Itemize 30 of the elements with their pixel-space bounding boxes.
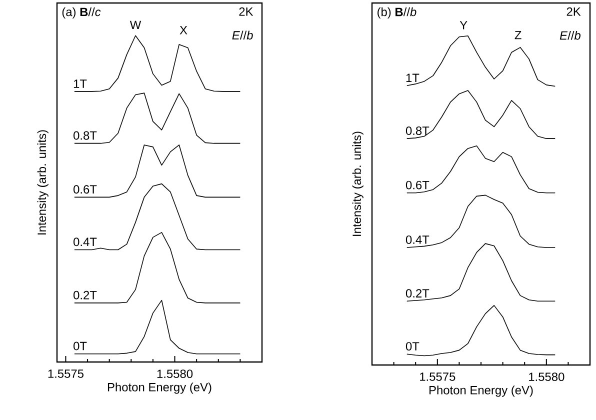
x-tick-label: 1.5580 [529, 372, 564, 382]
series-label: 0.4T [406, 235, 430, 244]
series-label: 0T [74, 342, 87, 350]
series-label: 0T [406, 342, 420, 351]
series-label: 0.8T [406, 126, 430, 135]
text: 2K [566, 7, 581, 16]
annotation: E//b [232, 30, 253, 40]
annotation: Y [460, 21, 468, 30]
annotation: Z [514, 30, 522, 40]
text: 2K [239, 7, 254, 16]
annotation: W [130, 20, 142, 30]
x-tick-label: 1.5575 [420, 372, 456, 381]
x-axis-title: Photon Energy (eV) [108, 382, 212, 394]
annotation: X [180, 26, 188, 34]
series-label: 1T [74, 80, 87, 88]
x-tick-label: 1.5580 [157, 370, 193, 378]
series-label: 0.6T [74, 185, 97, 194]
x-tick-label: 1.5575 [48, 370, 84, 378]
series-label: 0.8T [74, 131, 97, 140]
y-axis-title: Intensity (arb. units) [37, 130, 48, 234]
annotation: E//b [560, 30, 580, 40]
series-label: 0.4T [74, 238, 97, 246]
series-label: 0.2T [74, 290, 97, 300]
text: (a) B//c [62, 7, 101, 19]
y-axis-title: Intensity (arb. units) [352, 132, 364, 236]
series-label: 1T [406, 74, 420, 82]
x-axis-title: Photon Energy (eV) [429, 386, 533, 397]
series-label: 0.6T [406, 180, 430, 190]
series-label: 0.2T [406, 289, 430, 298]
text: (b) B//b [378, 7, 416, 19]
